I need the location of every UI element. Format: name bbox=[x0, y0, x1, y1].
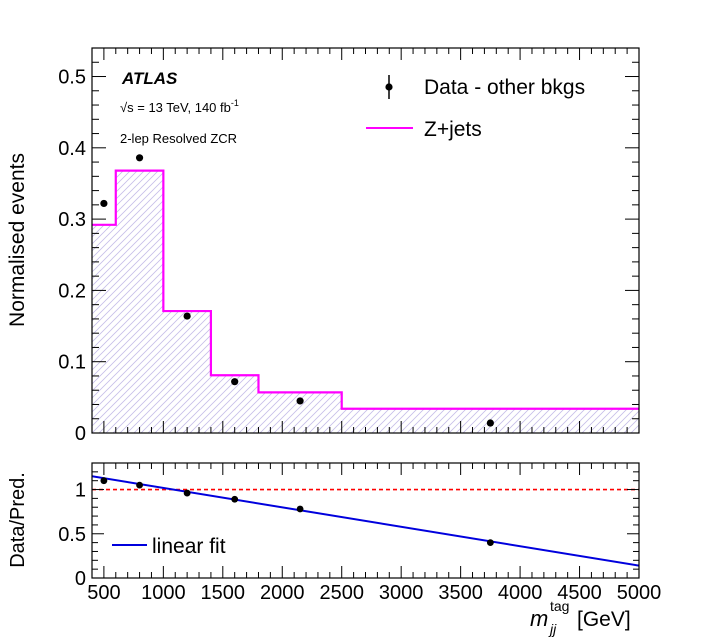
x-tick-label: 3000 bbox=[379, 582, 424, 604]
energy-lumi-label: √s = 13 TeV, 140 fb-1 bbox=[120, 98, 239, 115]
x-tick-label: 2000 bbox=[260, 582, 305, 604]
zjets-histogram-outline bbox=[92, 169, 639, 410]
ratio-point bbox=[231, 495, 239, 503]
x-tick-label: 5000 bbox=[617, 582, 662, 604]
x-tick-label: 4500 bbox=[557, 582, 602, 604]
ratio-y-tick-label: 0 bbox=[75, 568, 86, 590]
x-tick-label: 1000 bbox=[141, 582, 186, 604]
ratio-point bbox=[136, 481, 143, 489]
x-axis-title: m tag jj [GeV] bbox=[530, 598, 631, 637]
data-point bbox=[231, 378, 239, 386]
x-tick-label: 4000 bbox=[498, 582, 543, 604]
ratio-point bbox=[183, 489, 191, 497]
legend-data-label: Data - other bkgs bbox=[424, 76, 585, 99]
x-axis-symbol: m bbox=[530, 606, 548, 631]
data-point bbox=[296, 397, 304, 405]
legend-data-marker bbox=[385, 83, 393, 91]
x-tick-label: 2500 bbox=[319, 582, 364, 604]
legend-fit-label: linear fit bbox=[152, 535, 226, 558]
x-tick-label: 1500 bbox=[201, 582, 246, 604]
main-y-tick-label: 0.3 bbox=[58, 209, 86, 231]
data-point bbox=[183, 312, 191, 320]
region-label: 2-lep Resolved ZCR bbox=[120, 131, 237, 146]
x-axis-unit: [GeV] bbox=[577, 608, 631, 631]
main-plot-frame bbox=[91, 47, 640, 434]
linear-fit-line bbox=[92, 475, 639, 567]
data-point bbox=[100, 199, 108, 208]
x-tick-label: 3500 bbox=[438, 582, 483, 604]
data-point bbox=[486, 419, 494, 427]
ratio-point bbox=[100, 477, 108, 485]
ratio-point bbox=[296, 505, 304, 513]
ratio-y-axis-label: Data/Pred. bbox=[7, 472, 29, 568]
main-y-tick-label: 0.2 bbox=[58, 280, 86, 302]
main-y-tick-label: 0.4 bbox=[58, 138, 86, 160]
main-panel: 0 0.1 0.2 0.3 0.4 0.5 Normalised events ATLAS… bbox=[6, 47, 640, 445]
zjets-hatch-fill bbox=[92, 170, 639, 433]
ratio-y-tick-label: 1 bbox=[75, 480, 86, 502]
x-tick-label: 500 bbox=[87, 582, 120, 604]
ratio-plot-frame bbox=[91, 462, 640, 579]
ratio-legend: linear fit bbox=[112, 535, 226, 558]
data-point bbox=[135, 154, 144, 162]
main-y-axis-label: Normalised events bbox=[6, 153, 29, 327]
legend-zjets-label: Z+jets bbox=[424, 118, 482, 141]
main-y-tick-label: 0 bbox=[75, 423, 86, 445]
ratio-point bbox=[486, 539, 494, 547]
x-axis-superscript: tag bbox=[550, 598, 569, 614]
main-legend: Data - other bkgs Z+jets bbox=[366, 75, 585, 141]
main-y-tick-label: 0.1 bbox=[58, 352, 86, 374]
atlas-label: ATLAS bbox=[121, 69, 178, 88]
ratio-panel: 0 0.5 1 500 1000 1500 2000 2500 3000 3500 4000 450… bbox=[7, 462, 662, 637]
ratio-y-tick-label: 0.5 bbox=[58, 524, 86, 546]
main-y-tick-label: 0.5 bbox=[58, 67, 86, 89]
x-axis-subscript: jj bbox=[548, 621, 557, 637]
